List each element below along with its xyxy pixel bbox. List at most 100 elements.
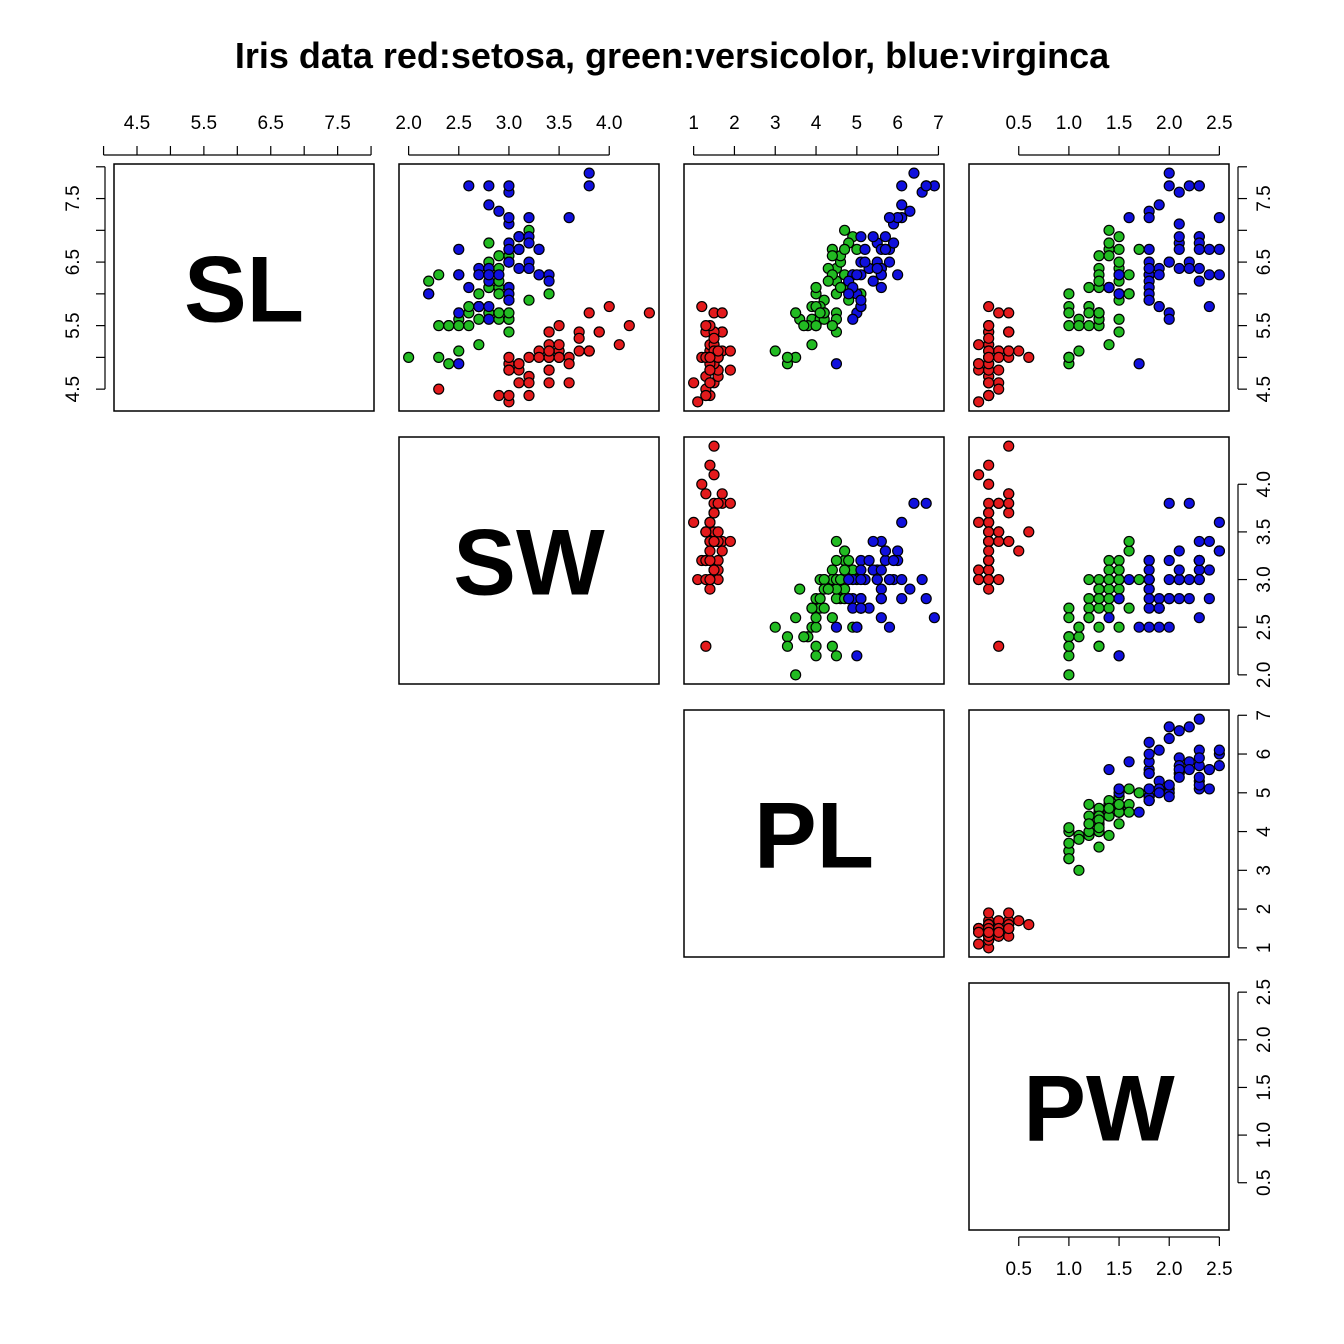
point-virginica [1193, 752, 1205, 764]
point-virginica [1133, 358, 1145, 370]
point-versicolor [769, 345, 781, 357]
point-versicolor [1063, 640, 1075, 652]
point-virginica [1173, 218, 1185, 230]
point-setosa [708, 535, 720, 548]
point-versicolor [781, 631, 794, 643]
point-setosa [708, 564, 720, 576]
point-virginica [867, 535, 879, 548]
point-versicolor [1083, 612, 1095, 624]
point-versicolor [543, 288, 555, 300]
point-virginica [1123, 756, 1135, 768]
point-setosa [724, 345, 736, 357]
point-virginica [1113, 269, 1125, 281]
y-tick-label-pl: 2 [1254, 904, 1275, 915]
point-setosa [700, 488, 712, 500]
point-virginica [1143, 564, 1155, 576]
point-setosa [704, 516, 716, 528]
point-virginica [533, 269, 545, 281]
point-setosa [983, 497, 995, 509]
point-virginica [1153, 199, 1165, 211]
point-versicolor [1093, 583, 1105, 595]
point-setosa [704, 583, 716, 595]
point-setosa [724, 497, 736, 509]
y-tick-label-sw: 4.0 [1254, 471, 1275, 497]
x-tick-label-pl: 4 [811, 113, 822, 134]
point-virginica [1193, 713, 1205, 725]
point-virginica [855, 602, 867, 614]
point-setosa [553, 351, 565, 363]
x-tick-label-pl: 5 [852, 113, 863, 134]
point-versicolor [1123, 602, 1135, 614]
point-setosa [973, 358, 985, 370]
point-versicolor [523, 294, 535, 306]
y-tick-label-pl: 1 [1254, 943, 1275, 954]
point-versicolor [826, 564, 838, 576]
point-versicolor [1103, 829, 1115, 842]
point-setosa [1023, 918, 1035, 931]
point-setosa [1003, 922, 1015, 935]
point-virginica [1173, 725, 1185, 737]
point-versicolor [818, 602, 830, 614]
point-virginica [887, 554, 900, 567]
y-tick-label-pl: 5 [1254, 788, 1275, 799]
point-versicolor [843, 554, 855, 567]
point-versicolor [806, 602, 818, 614]
point-virginica [1193, 243, 1205, 255]
y-tick-label-sw: 2.5 [1254, 614, 1275, 640]
point-virginica [1163, 256, 1175, 268]
point-setosa [1003, 907, 1015, 919]
point-virginica [1153, 787, 1165, 799]
point-setosa [993, 926, 1005, 938]
point-virginica [1173, 545, 1185, 557]
point-virginica [904, 205, 916, 217]
point-setosa [708, 332, 720, 344]
diagonal-label-pw: PW [1023, 1056, 1175, 1161]
point-versicolor [1123, 535, 1135, 548]
point-setosa [973, 516, 985, 528]
point-versicolor [1133, 573, 1145, 586]
point-setosa [553, 320, 565, 332]
point-versicolor [1063, 853, 1075, 865]
point-versicolor [493, 288, 505, 300]
point-versicolor [1103, 593, 1115, 605]
point-versicolor [1063, 669, 1075, 681]
point-virginica [1173, 564, 1185, 576]
point-virginica [920, 593, 932, 605]
point-virginica [863, 554, 875, 567]
point-versicolor [453, 320, 465, 332]
point-versicolor [1063, 602, 1075, 614]
x-tick-label-sw: 3.5 [546, 113, 572, 134]
point-setosa [583, 307, 595, 319]
point-virginica [859, 243, 871, 255]
point-virginica [1163, 621, 1175, 633]
point-setosa [993, 383, 1005, 395]
point-virginica [875, 612, 887, 624]
point-virginica [493, 205, 505, 217]
point-versicolor [473, 339, 485, 351]
point-virginica [1213, 744, 1225, 756]
point-versicolor [1103, 237, 1115, 249]
point-virginica [875, 281, 887, 294]
point-versicolor [473, 313, 485, 325]
point-virginica [883, 212, 896, 224]
point-versicolor [1073, 621, 1085, 633]
point-virginica [453, 358, 465, 370]
point-setosa [704, 459, 716, 471]
point-versicolor [1093, 640, 1105, 652]
point-versicolor [463, 320, 475, 332]
point-virginica [1213, 269, 1225, 281]
point-versicolor [1113, 326, 1125, 338]
point-setosa [716, 307, 728, 319]
point-virginica [1193, 262, 1205, 275]
point-versicolor [838, 545, 851, 557]
point-versicolor [483, 237, 495, 249]
point-versicolor [463, 300, 475, 313]
point-setosa [983, 926, 995, 938]
point-setosa [973, 573, 985, 586]
panel-pl [683, 709, 945, 958]
point-setosa [983, 526, 995, 538]
point-setosa [1003, 307, 1015, 319]
point-versicolor [1093, 250, 1105, 262]
point-setosa [553, 339, 565, 351]
point-virginica [896, 593, 908, 605]
